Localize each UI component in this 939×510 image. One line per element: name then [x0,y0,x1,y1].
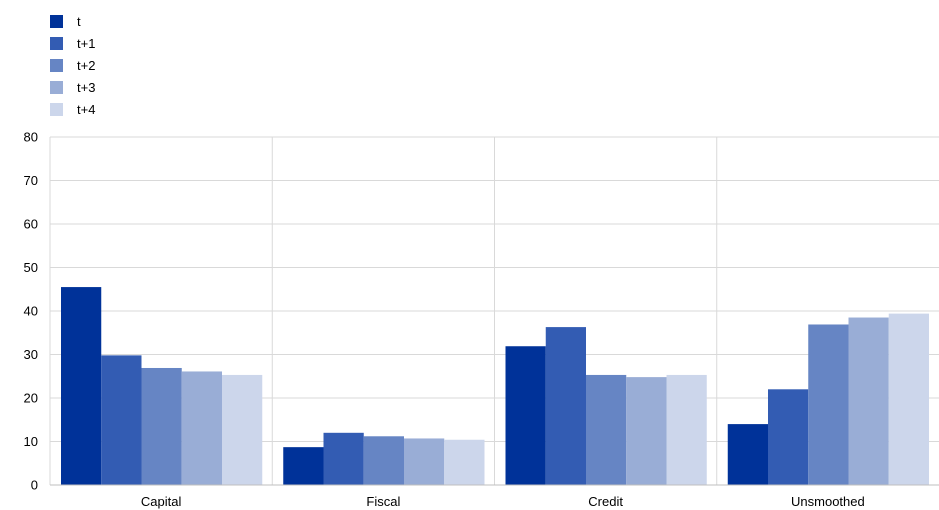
y-tick-label-5: 50 [24,260,38,275]
legend-swatch-1 [50,37,63,50]
y-tick-label-2: 20 [24,391,38,406]
bar-unsmoothed-series-4 [888,313,929,485]
bar-credit-series-1 [545,327,586,485]
category-label-2: Credit [588,494,623,509]
bar-credit-series-3 [626,377,667,485]
legend-label-1: t+1 [77,36,95,51]
category-label-3: Unsmoothed [791,494,865,509]
bar-capital-series-0 [61,287,102,485]
legend-swatch-4 [50,103,63,116]
category-label-0: Capital [141,494,182,509]
bar-capital-series-3 [181,371,222,485]
bar-credit-series-0 [505,346,546,485]
legend-swatch-0 [50,15,63,28]
bar-fiscal-series-3 [404,438,445,485]
bar-capital-series-4 [222,374,263,485]
bar-fiscal-series-2 [363,436,404,485]
y-tick-label-0: 0 [31,478,38,493]
x-axis: Capital Fiscal Credit Unsmoothed [50,484,939,509]
legend-swatch-3 [50,81,63,94]
bar-fiscal-series-1 [323,432,364,485]
y-axis: 0 10 20 30 40 50 60 70 80 [24,130,38,493]
legend-label-3: t+3 [77,80,95,95]
y-tick-label-4: 40 [24,304,38,319]
bar-capital-series-2 [141,367,182,485]
category-label-1: Fiscal [366,494,400,509]
y-tick-label-3: 30 [24,347,38,362]
bar-fiscal-series-4 [444,439,485,485]
bar-credit-series-2 [586,374,627,485]
bar-unsmoothed-series-1 [768,389,809,485]
y-tick-label-1: 10 [24,434,38,449]
bar-unsmoothed-series-3 [848,317,889,485]
y-tick-label-6: 60 [24,217,38,232]
bar-unsmoothed-series-0 [727,424,768,485]
legend-label-0: t [77,14,81,29]
legend: t t+1 t+2 t+3 t+4 [50,14,95,117]
legend-label-2: t+2 [77,58,95,73]
bar-fiscal-series-0 [283,447,324,485]
bars [61,287,929,485]
legend-label-4: t+4 [77,102,95,117]
y-tick-label-8: 80 [24,130,38,145]
bar-capital-series-1 [101,355,142,485]
bar-unsmoothed-series-2 [808,324,849,485]
bar-credit-series-4 [666,374,707,485]
y-tick-label-7: 70 [24,173,38,188]
legend-swatch-2 [50,59,63,72]
